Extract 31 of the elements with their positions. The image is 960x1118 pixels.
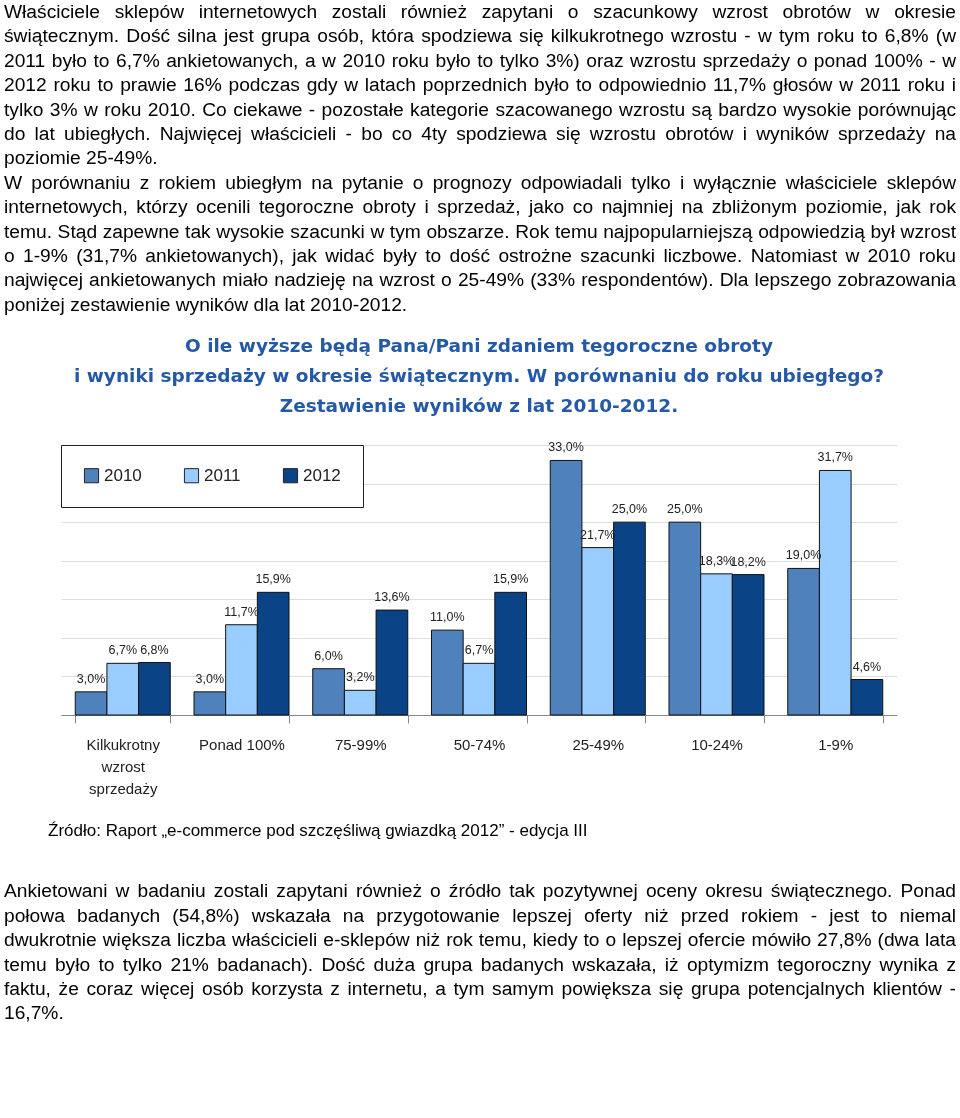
text: Ankietowani w badaniu zostali zapytani również o źródło tak pozytywnej oceny okresu świątecznego. Ponad połowa badanych (54,8%) wskazała na przygotowanie lepszej oferty niż przed rokiem - jest to niemal dwukrotnie większa liczba właścicieli e-sklepów niż rok temu, kiedy to o lepszej ofercie mówiło 27,8% (dwa lata temu było to tylko 21% badanach). Dość duża grupa badanych wskazała, iż optymizm tegoroczny wynika z faktu, że coraz więcej osób korzysta z internetu, a tym samym powiększa się grupa potencjalnych klientów - 16,7%. <box>4 879 956 1026</box>
x-tick-label: 75-99% <box>334 735 387 753</box>
data-label: 31,7% <box>817 450 853 465</box>
data-label: 6,7% <box>464 643 494 658</box>
x-tick-label: 50-74% <box>453 735 506 753</box>
text: Właściciele sklepów internetowych zostali również zapytani o szacunkowy wzrost obrotów w okresie świątecznym. Dość silna jest grupa osób, która spodziewa się kilkukrotnego wzrostu - w tym roku to 6,8% (w 2011 było to 6,7% ankietowanych, a w 2010 roku było to tylko 3%) oraz wzrostu sprzedaży o ponad 100% - w 2012 roku to prawie 16% podczas gdy w latach poprzednich było to odpowiednio 11,7% głosów w 2011 roku i tylko 3% w roku 2010. Co ciekawe - pozostałe kategorie szacowanego wzrostu są bardzo wysokie porównując do lat ubiegłych. Najwięcej właścicieli - bo co 4ty spodziewa się wzrostu obrotów i wyników sprzedaży na poziomie 25-49%. <box>4 0 956 171</box>
data-label: 11,0% <box>430 610 465 625</box>
data-label: 3,2% <box>346 670 375 685</box>
x-tick-label: 10-24% <box>691 735 743 753</box>
data-label: 25,0% <box>667 502 703 517</box>
data-label: 25,0% <box>611 502 648 517</box>
data-label: 13,6% <box>374 590 410 605</box>
data-label: 6,8% <box>140 642 169 657</box>
data-label: 33,0% <box>548 440 584 455</box>
chart-title: O ile wyższe będą Pana/Pani zdaniem tegoroczne obroty i wyniki sprzedaży w okresie świątecznym. W porównaniu do roku ubiegłego? Zestawienie wyników z lat 2010-2012. <box>73 335 885 417</box>
legend-label: 2012 <box>303 466 341 485</box>
data-label: 3,0% <box>195 672 225 687</box>
legend-label: 2011 <box>204 466 241 485</box>
data-label: 3,0% <box>76 672 106 687</box>
x-tick-label: Ponad 100% <box>199 735 285 753</box>
x-tick-label: 25-49% <box>572 735 625 753</box>
data-label: 6,7% <box>108 643 137 658</box>
legend-label: 2010 <box>104 466 142 485</box>
data-label: 15,9% <box>255 572 291 587</box>
text: W porównaniu z rokiem ubiegłym na pytanie o prognozy odpowiadali tylko i wyłącznie właściciele sklepów internetowych, którzy ocenili tegoroczne obroty i sprzedaż, jako co najmniej na zbliżonym poziomie, jak rok temu. Stąd zapewne tak wysokie szacunki w tym obszarze. Rok temu najpopularniejszą odpowiedzią był wzrost o 1-9% (31,7% ankietowanych), jak widać były to dość ostrożne szacunki liczbowe. Natomiast w 2010 roku najwięcej ankietowanych miało nadzieję na wzrost o 25-49% (33% respondentów). Dla lepszego zobrazowania poniżej zestawienie wyników dla lat 2010-2012. <box>4 170 956 317</box>
x-tick-label: 1-9% <box>818 735 854 753</box>
data-label: 6,0% <box>314 649 343 663</box>
data-label: 4,6% <box>852 659 882 674</box>
x-tick-label: Kilkukrotny wzrost sprzedaży <box>86 735 161 797</box>
data-label: 15,9% <box>492 572 529 587</box>
text: Źródło: Raport „e-commerce pod szczęśliwą gwiazdką 2012” - edycja III <box>48 821 589 842</box>
